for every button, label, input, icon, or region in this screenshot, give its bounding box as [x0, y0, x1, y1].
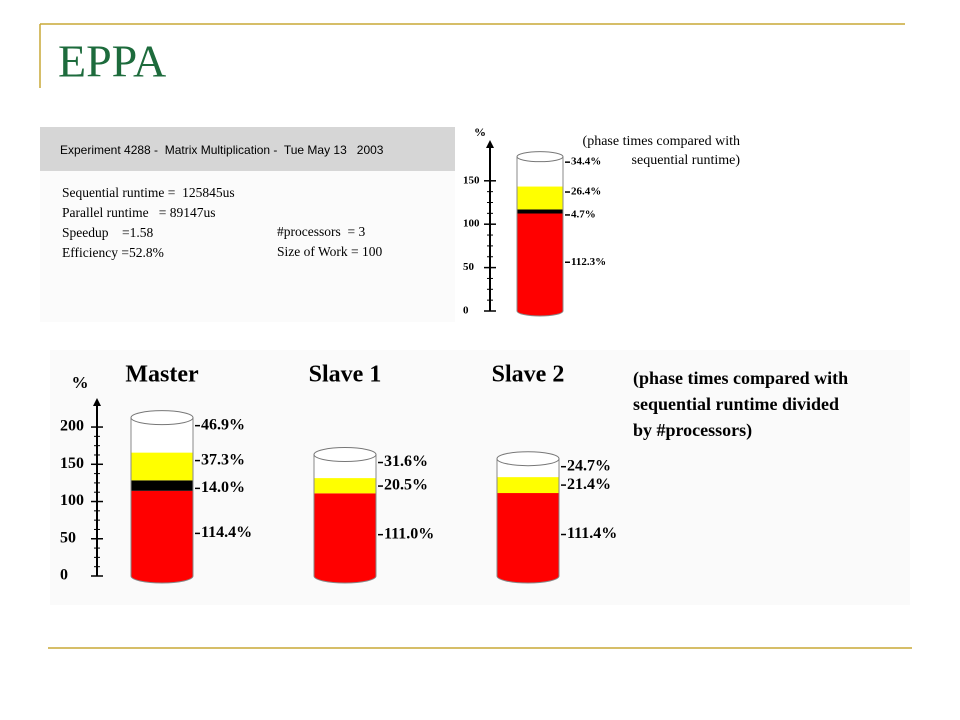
y-tick-label: 0	[463, 305, 469, 317]
note: sequential runtime divided	[633, 394, 839, 414]
value-label: 31.6%	[384, 453, 428, 470]
axis-arrow	[486, 140, 494, 148]
y-tick-label: 200	[60, 418, 84, 435]
note: sequential runtime)	[632, 153, 741, 168]
bar-segment	[314, 478, 376, 494]
note: (phase times compared with	[633, 368, 848, 389]
y-tick-label: 0	[60, 567, 68, 584]
cylinder-cap	[313, 447, 377, 463]
category-label: Slave 2	[492, 362, 565, 388]
bar-segment	[314, 493, 376, 576]
slide-title: EPPA	[58, 36, 166, 87]
y-tick-label: 100	[463, 218, 480, 230]
value-label: 4.7%	[571, 208, 596, 220]
value-label: 37.3%	[201, 451, 245, 468]
cylinder-cap	[130, 410, 194, 426]
value-label: 26.4%	[571, 186, 601, 198]
cylinder-cap	[516, 151, 564, 163]
axis-label: %	[474, 125, 486, 139]
value-label: 34.4%	[571, 156, 601, 168]
bar-segment	[131, 480, 193, 491]
stat: Size of Work = 100	[277, 244, 383, 259]
value-label: 111.0%	[384, 525, 434, 542]
y-tick-label: 150	[60, 455, 84, 472]
y-tick-label: 50	[60, 529, 76, 546]
stats-header	[40, 127, 455, 171]
axis-label: %	[72, 373, 89, 392]
bar-segment	[517, 186, 563, 210]
value-label: 114.4%	[201, 524, 252, 541]
value-label: 20.5%	[384, 477, 428, 494]
value-label: 111.4%	[567, 525, 617, 542]
y-tick-label: 100	[60, 492, 84, 509]
y-tick-label: 150	[463, 174, 480, 186]
bar-segment	[497, 477, 559, 494]
experiment-header: Experiment 4288 - Matrix Multiplication …	[60, 143, 384, 157]
bar-segment	[131, 490, 193, 576]
stat: Sequential runtime = 125845us	[62, 185, 235, 200]
bar-segment	[517, 209, 563, 214]
stat: Efficiency =52.8%	[62, 245, 164, 260]
chart-panel	[455, 127, 745, 322]
value-label: 14.0%	[201, 479, 245, 496]
value-label: 112.3%	[571, 256, 606, 268]
note: (phase times compared with	[583, 134, 740, 149]
bar-segment	[497, 493, 559, 576]
value-label: 21.4%	[567, 476, 611, 493]
y-tick-label: 50	[463, 261, 475, 273]
bar-segment	[131, 452, 193, 481]
stat: Parallel runtime = 89147us	[62, 205, 215, 220]
category-label: Master	[125, 362, 199, 388]
bar-segment	[517, 213, 563, 311]
stat: Speedup =1.58	[62, 225, 153, 240]
value-label: 24.7%	[567, 457, 611, 474]
note: by #processors)	[633, 420, 752, 441]
category-label: Slave 1	[309, 362, 382, 388]
axis-arrow	[93, 398, 101, 406]
cylinder-cap	[496, 451, 560, 467]
stat: #processors = 3	[277, 224, 365, 239]
value-label: 46.9%	[201, 416, 245, 433]
